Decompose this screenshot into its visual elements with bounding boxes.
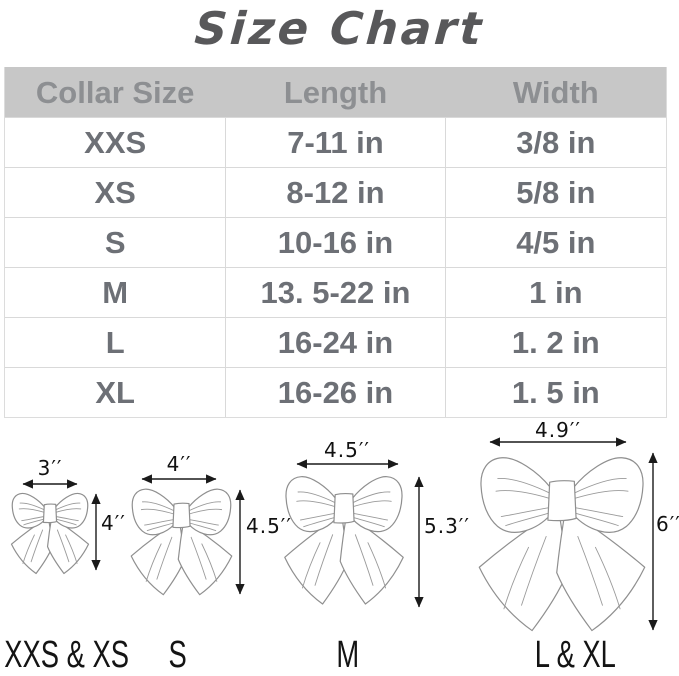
table-cell-length: 8-12 in xyxy=(225,167,446,217)
width-dimension-label-s: 4′′ xyxy=(166,452,192,476)
table-cell-size: S xyxy=(5,217,226,267)
size-group-label-m: M xyxy=(270,636,425,674)
table-cell-length: 16-24 in xyxy=(225,317,446,367)
size-group-label-xxs-xs: XXS & XS xyxy=(0,636,135,674)
table-cell-size: L xyxy=(5,317,226,367)
size-group-label-text: XXS & XS xyxy=(4,634,129,676)
bow-illustration-s xyxy=(130,488,233,596)
height-dimension-label-s: 4.5′′ xyxy=(246,514,292,538)
table-cell-width: 4/5 in xyxy=(445,217,666,267)
size-chart-table: Collar Size Length Width XXS 7-11 in 3/8… xyxy=(4,67,667,418)
table-cell-size: M xyxy=(5,267,226,317)
table-cell-length: 10-16 in xyxy=(225,217,446,267)
width-dimension-label-xxs-xs: 3′′ xyxy=(37,456,63,480)
table-cell-width: 5/8 in xyxy=(445,167,666,217)
width-dimension-label-m: 4.5′′ xyxy=(324,438,370,462)
table-cell-width: 1. 5 in xyxy=(445,367,666,417)
table-cell-length: 7-11 in xyxy=(225,117,446,167)
column-header-width: Width xyxy=(445,67,666,117)
bow-illustration-m xyxy=(284,476,404,605)
table-cell-length: 13. 5-22 in xyxy=(225,267,446,317)
table-cell-size: XXS xyxy=(5,117,226,167)
table-cell-size: XL xyxy=(5,367,226,417)
size-group-label-text: S xyxy=(168,634,187,676)
bow-illustration-l-xl xyxy=(478,457,646,632)
table-cell-width: 3/8 in xyxy=(445,117,666,167)
page-title: Size Chart xyxy=(192,2,487,55)
table-cell-width: 1. 2 in xyxy=(445,317,666,367)
height-dimension-label-m: 5.3′′ xyxy=(424,514,470,538)
table-cell-width: 1 in xyxy=(445,267,666,317)
height-dimension-label-l-xl: 6′′ xyxy=(656,512,679,536)
height-dimension-label-xxs-xs: 4′′ xyxy=(101,511,126,535)
table-cell-length: 16-26 in xyxy=(225,367,446,417)
size-group-label-text: L & XL xyxy=(534,634,616,676)
width-dimension-label-l-xl: 4.9′′ xyxy=(535,418,581,442)
size-group-label-s: S xyxy=(100,636,255,674)
table-cell-size: XS xyxy=(5,167,226,217)
bow-illustration-xxs-xs xyxy=(11,493,89,574)
column-header-collar-size: Collar Size xyxy=(5,67,226,117)
bow-size-diagram xyxy=(11,437,658,632)
size-group-label-l-xl: L & XL xyxy=(495,636,655,674)
size-group-label-text: M xyxy=(336,634,359,676)
column-header-length: Length xyxy=(225,67,446,117)
